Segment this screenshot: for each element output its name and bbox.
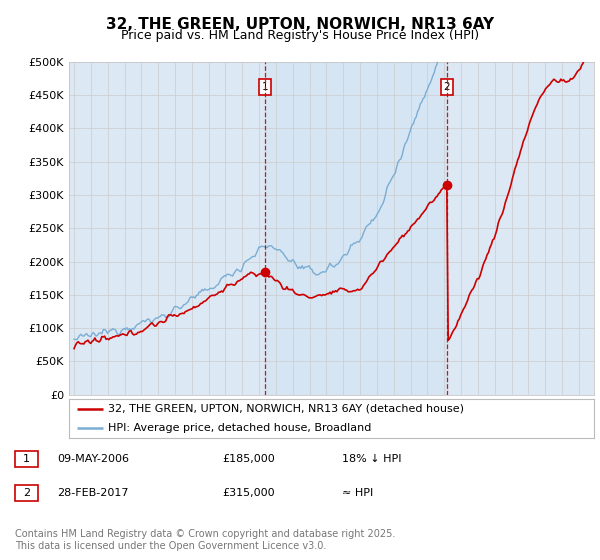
- Text: ≈ HPI: ≈ HPI: [342, 488, 373, 498]
- Text: HPI: Average price, detached house, Broadland: HPI: Average price, detached house, Broa…: [109, 423, 372, 433]
- Text: 2: 2: [23, 488, 30, 498]
- Text: £315,000: £315,000: [222, 488, 275, 498]
- Text: £185,000: £185,000: [222, 454, 275, 464]
- Text: Price paid vs. HM Land Registry's House Price Index (HPI): Price paid vs. HM Land Registry's House …: [121, 29, 479, 42]
- Text: 18% ↓ HPI: 18% ↓ HPI: [342, 454, 401, 464]
- Text: 2: 2: [443, 82, 450, 92]
- Text: 09-MAY-2006: 09-MAY-2006: [57, 454, 129, 464]
- Text: 32, THE GREEN, UPTON, NORWICH, NR13 6AY: 32, THE GREEN, UPTON, NORWICH, NR13 6AY: [106, 17, 494, 32]
- Text: 32, THE GREEN, UPTON, NORWICH, NR13 6AY (detached house): 32, THE GREEN, UPTON, NORWICH, NR13 6AY …: [109, 404, 464, 414]
- Bar: [265, 62, 447, 395]
- Text: 28-FEB-2017: 28-FEB-2017: [57, 488, 128, 498]
- Text: 1: 1: [23, 454, 30, 464]
- Text: 1: 1: [262, 82, 268, 92]
- Text: Contains HM Land Registry data © Crown copyright and database right 2025.
This d: Contains HM Land Registry data © Crown c…: [15, 529, 395, 551]
